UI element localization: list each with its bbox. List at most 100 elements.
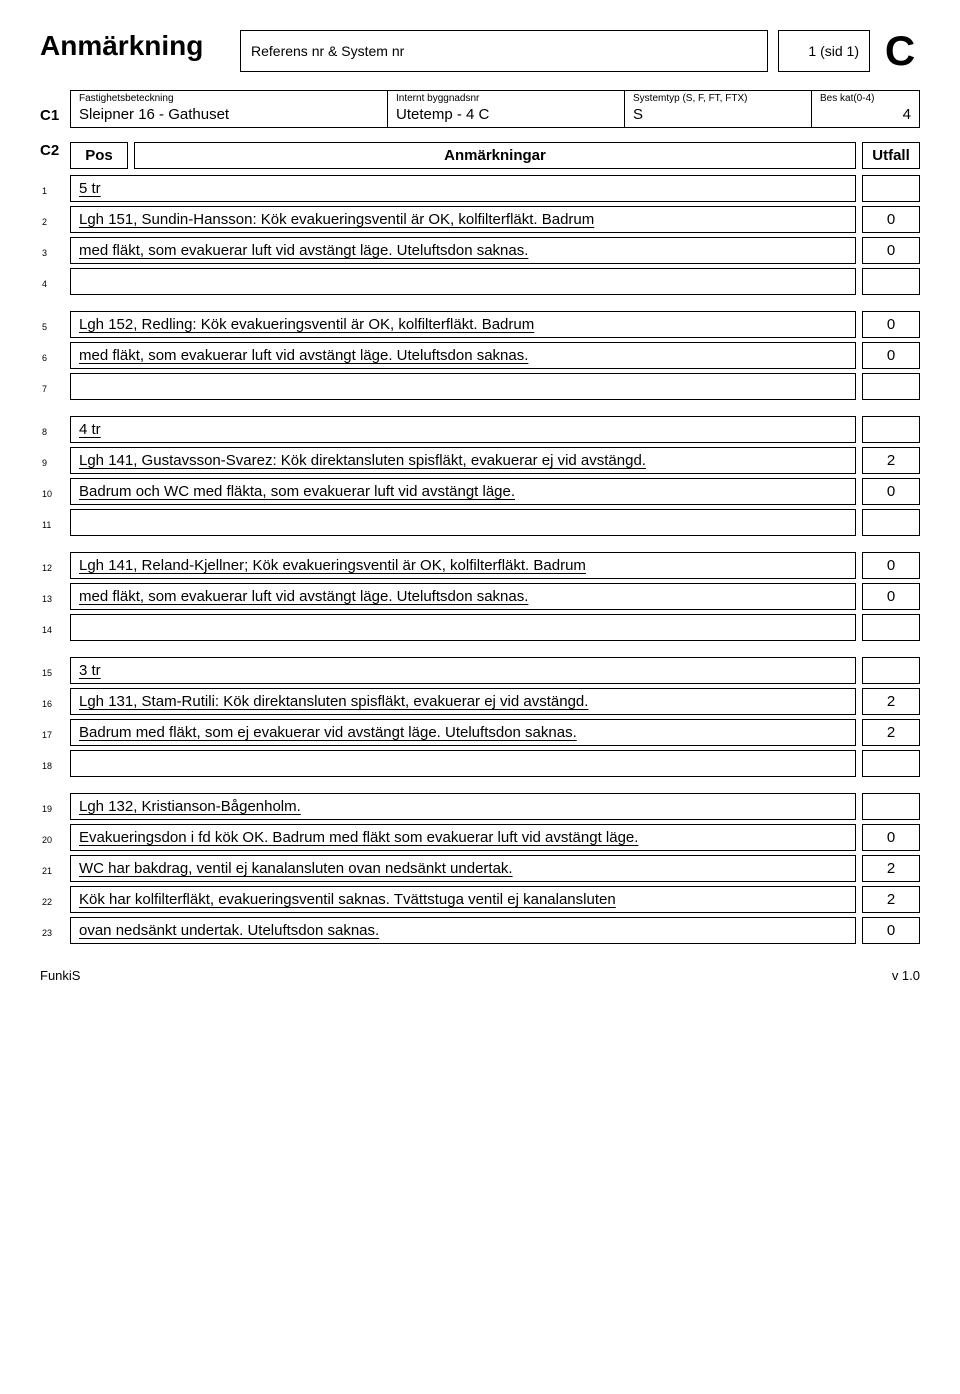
row-text: med fläkt, som evakuerar luft vid avstän… xyxy=(70,342,856,369)
entry-row: 11 xyxy=(40,509,920,536)
c1-cell-value: S xyxy=(633,106,803,123)
row-text: Lgh 151, Sundin-Hansson: Kök evakuerings… xyxy=(70,206,856,233)
entry-row: 21WC har bakdrag, ventil ej kanalanslute… xyxy=(40,855,920,882)
entry-group: 12Lgh 141, Reland-Kjellner; Kök evakueri… xyxy=(40,552,920,641)
row-text xyxy=(70,509,856,536)
c2-row: C2 Pos Anmärkningar Utfall xyxy=(40,142,920,169)
row-outfall: 0 xyxy=(862,824,920,851)
row-number: 21 xyxy=(40,866,70,882)
entry-row: 17Badrum med fläkt, som ej evakuerar vid… xyxy=(40,719,920,746)
row-number: 18 xyxy=(40,761,70,777)
c1-cell: Bes kat(0-4)4 xyxy=(811,91,919,127)
row-outfall: 2 xyxy=(862,719,920,746)
row-text: med fläkt, som evakuerar luft vid avstän… xyxy=(70,583,856,610)
entry-group: 5Lgh 152, Redling: Kök evakueringsventil… xyxy=(40,311,920,400)
row-text: Lgh 141, Gustavsson-Svarez: Kök direktan… xyxy=(70,447,856,474)
row-number: 6 xyxy=(40,353,70,369)
entry-row: 16Lgh 131, Stam-Rutili: Kök direktanslut… xyxy=(40,688,920,715)
row-outfall xyxy=(862,175,920,202)
row-text: 4 tr xyxy=(70,416,856,443)
entry-row: 5Lgh 152, Redling: Kök evakueringsventil… xyxy=(40,311,920,338)
entry-row: 2Lgh 151, Sundin-Hansson: Kök evakuering… xyxy=(40,206,920,233)
row-number: 3 xyxy=(40,248,70,264)
row-text xyxy=(70,268,856,295)
row-outfall: 0 xyxy=(862,552,920,579)
row-number: 13 xyxy=(40,594,70,610)
entry-row: 7 xyxy=(40,373,920,400)
entry-row: 18 xyxy=(40,750,920,777)
row-text: 5 tr xyxy=(70,175,856,202)
c2-label: C2 xyxy=(40,142,70,169)
row-outfall xyxy=(862,268,920,295)
entry-row: 9Lgh 141, Gustavsson-Svarez: Kök direkta… xyxy=(40,447,920,474)
row-text: Kök har kolfilterfläkt, evakueringsventi… xyxy=(70,886,856,913)
c1-cell: Internt byggnadsnr Utetemp - 4 C xyxy=(387,91,624,127)
row-number: 8 xyxy=(40,427,70,443)
row-text xyxy=(70,750,856,777)
header-row: Anmärkning Referens nr & System nr 1 (si… xyxy=(40,30,920,72)
entry-row: 4 xyxy=(40,268,920,295)
c1-cell-value: Utetemp - 4 C xyxy=(396,106,616,123)
row-number: 22 xyxy=(40,897,70,913)
entry-row: 153 tr xyxy=(40,657,920,684)
entry-row: 3med fläkt, som evakuerar luft vid avstä… xyxy=(40,237,920,264)
row-number: 7 xyxy=(40,384,70,400)
page-title: Anmärkning xyxy=(40,30,230,62)
row-number: 17 xyxy=(40,730,70,746)
row-outfall xyxy=(862,750,920,777)
row-outfall: 0 xyxy=(862,917,920,944)
row-outfall: 0 xyxy=(862,237,920,264)
row-outfall: 0 xyxy=(862,311,920,338)
row-number: 4 xyxy=(40,279,70,295)
row-outfall: 0 xyxy=(862,206,920,233)
row-text: WC har bakdrag, ventil ej kanalansluten … xyxy=(70,855,856,882)
row-text: Evakueringsdon i fd kök OK. Badrum med f… xyxy=(70,824,856,851)
row-number: 14 xyxy=(40,625,70,641)
row-outfall: 0 xyxy=(862,342,920,369)
entry-row: 19Lgh 132, Kristianson-Bågenholm. xyxy=(40,793,920,820)
footer-left: FunkiS xyxy=(40,968,80,983)
c1-cell-value: Sleipner 16 - Gathuset xyxy=(79,106,379,123)
row-outfall xyxy=(862,373,920,400)
row-outfall xyxy=(862,509,920,536)
row-text: Lgh 152, Redling: Kök evakueringsventil … xyxy=(70,311,856,338)
c1-cell: Systemtyp (S, F, FT, FTX) S xyxy=(624,91,811,127)
entry-row: 15 tr xyxy=(40,175,920,202)
c1-cell-label: Internt byggnadsnr xyxy=(396,93,616,104)
row-number: 23 xyxy=(40,928,70,944)
row-number: 2 xyxy=(40,217,70,233)
entry-row: 6med fläkt, som evakuerar luft vid avstä… xyxy=(40,342,920,369)
form-letter: C xyxy=(880,30,920,72)
entry-row: 12Lgh 141, Reland-Kjellner; Kök evakueri… xyxy=(40,552,920,579)
row-text: med fläkt, som evakuerar luft vid avstän… xyxy=(70,237,856,264)
entry-row: 22Kök har kolfilterfläkt, evakueringsven… xyxy=(40,886,920,913)
row-outfall xyxy=(862,416,920,443)
row-number: 5 xyxy=(40,322,70,338)
row-text: Lgh 131, Stam-Rutili: Kök direktansluten… xyxy=(70,688,856,715)
row-outfall: 2 xyxy=(862,855,920,882)
c1-label: C1 xyxy=(40,107,70,128)
entry-row: 23ovan nedsänkt undertak. Uteluftsdon sa… xyxy=(40,917,920,944)
c1-cell-value: 4 xyxy=(820,106,911,123)
entry-row: 84 tr xyxy=(40,416,920,443)
row-number: 9 xyxy=(40,458,70,474)
c1-cell-label: Systemtyp (S, F, FT, FTX) xyxy=(633,93,803,104)
page-number-box: 1 (sid 1) xyxy=(778,30,870,72)
row-text: Lgh 141, Reland-Kjellner; Kök evakuering… xyxy=(70,552,856,579)
entry-row: 14 xyxy=(40,614,920,641)
footer-right: v 1.0 xyxy=(892,968,920,983)
c2-pos-header: Pos xyxy=(70,142,128,169)
row-text: Lgh 132, Kristianson-Bågenholm. xyxy=(70,793,856,820)
entry-group: 84 tr 9Lgh 141, Gustavsson-Svarez: Kök d… xyxy=(40,416,920,536)
c1-cell-label: Fastighetsbeteckning xyxy=(79,93,379,104)
row-text xyxy=(70,373,856,400)
row-number: 15 xyxy=(40,668,70,684)
c2-utfall-header: Utfall xyxy=(862,142,920,169)
row-outfall xyxy=(862,793,920,820)
row-number: 16 xyxy=(40,699,70,715)
entry-row: 20Evakueringsdon i fd kök OK. Badrum med… xyxy=(40,824,920,851)
row-number: 19 xyxy=(40,804,70,820)
c1-cell: Fastighetsbeteckning Sleipner 16 - Gathus… xyxy=(71,91,387,127)
row-number: 1 xyxy=(40,186,70,202)
c1-row: C1 Fastighetsbeteckning Sleipner 16 - Gat… xyxy=(40,90,920,128)
